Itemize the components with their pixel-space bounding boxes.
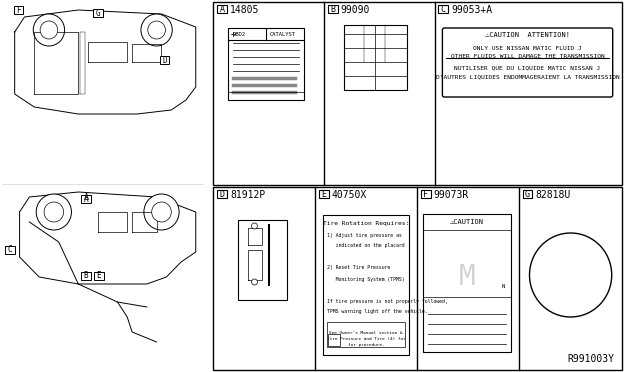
- Text: ⚠CAUTION  ATTENTION!: ⚠CAUTION ATTENTION!: [485, 32, 570, 38]
- Circle shape: [152, 202, 172, 222]
- Text: R991003Y: R991003Y: [568, 354, 614, 364]
- Circle shape: [144, 194, 179, 230]
- Text: N: N: [502, 285, 505, 289]
- Text: A: A: [84, 192, 88, 202]
- Text: F: F: [423, 189, 428, 199]
- Text: Monitoring System (TPMS): Monitoring System (TPMS): [327, 276, 404, 282]
- Circle shape: [529, 233, 612, 317]
- Circle shape: [40, 21, 58, 39]
- Text: If tire pressure is not properly followed,: If tire pressure is not properly followe…: [327, 298, 447, 304]
- Text: 40750X: 40750X: [332, 190, 367, 200]
- Circle shape: [148, 21, 165, 39]
- Bar: [218, 190, 227, 198]
- Text: CATALYST: CATALYST: [269, 32, 295, 36]
- Text: ⚠CAUTION: ⚠CAUTION: [450, 219, 484, 225]
- Circle shape: [36, 194, 72, 230]
- Circle shape: [33, 14, 65, 46]
- Bar: [323, 215, 409, 355]
- Circle shape: [141, 14, 172, 46]
- Text: E: E: [97, 272, 101, 280]
- Bar: [238, 220, 287, 300]
- Bar: [159, 56, 170, 64]
- Text: ONLY USE NISSAN MATIC FLUID J: ONLY USE NISSAN MATIC FLUID J: [473, 45, 582, 51]
- Text: D'AUTRES LIQUIDES ENDOMMAGERAIENT LA TRANSMISSION: D'AUTRES LIQUIDES ENDOMMAGERAIENT LA TRA…: [436, 74, 620, 80]
- Text: D: D: [220, 189, 225, 199]
- Circle shape: [252, 223, 257, 229]
- Bar: [94, 272, 104, 280]
- Text: 99090: 99090: [340, 5, 370, 15]
- Text: 1) Adjust tire pressure as: 1) Adjust tire pressure as: [327, 232, 402, 237]
- Bar: [438, 5, 448, 13]
- Text: D: D: [162, 55, 167, 64]
- Circle shape: [44, 202, 63, 222]
- Bar: [344, 25, 407, 90]
- Text: B: B: [84, 272, 88, 280]
- Text: for procedure.: for procedure.: [348, 343, 385, 347]
- Text: 82818U: 82818U: [536, 190, 571, 200]
- Bar: [328, 5, 338, 13]
- Bar: [13, 6, 24, 14]
- Text: G: G: [525, 189, 530, 199]
- Text: 99073R: 99073R: [433, 190, 469, 200]
- Bar: [213, 187, 623, 370]
- Text: 81912P: 81912P: [230, 190, 265, 200]
- Text: 99053+A: 99053+A: [451, 5, 492, 15]
- Bar: [328, 334, 340, 346]
- Text: Tire Rotation Requires:: Tire Rotation Requires:: [323, 221, 409, 225]
- Text: 2) Reset Tire Pressure: 2) Reset Tire Pressure: [327, 266, 390, 270]
- Text: M: M: [458, 263, 476, 291]
- Text: A: A: [84, 195, 88, 203]
- Text: Tire Pressure and Tire (4) for: Tire Pressure and Tire (4) for: [326, 337, 405, 341]
- Text: NUTILISER QUE DU LIQUIDE MATIC NISSAN J: NUTILISER QUE DU LIQUIDE MATIC NISSAN J: [454, 65, 601, 71]
- Text: C: C: [8, 246, 12, 254]
- Text: A: A: [220, 4, 225, 13]
- Bar: [523, 190, 532, 198]
- Bar: [93, 9, 103, 17]
- Text: OTHER FLUIDS WILL DAMAGE THE TRANSMISSION: OTHER FLUIDS WILL DAMAGE THE TRANSMISSIO…: [451, 54, 604, 58]
- Bar: [81, 272, 91, 280]
- Text: G: G: [95, 9, 100, 17]
- Text: C: C: [441, 4, 446, 13]
- Text: TPMS warning light off the vehicle.: TPMS warning light off the vehicle.: [327, 310, 428, 314]
- Bar: [5, 246, 15, 254]
- Bar: [423, 214, 511, 352]
- Text: +: +: [231, 29, 236, 38]
- Text: F: F: [16, 6, 21, 15]
- Bar: [319, 190, 329, 198]
- Text: E: E: [321, 189, 326, 199]
- Text: OBD2: OBD2: [233, 32, 246, 36]
- Text: See Owner's Manual section &: See Owner's Manual section &: [330, 331, 403, 335]
- Bar: [213, 2, 623, 185]
- Bar: [81, 195, 91, 203]
- FancyBboxPatch shape: [442, 28, 612, 97]
- Bar: [218, 5, 227, 13]
- Bar: [327, 322, 405, 347]
- Bar: [421, 190, 431, 198]
- Circle shape: [252, 279, 257, 285]
- Bar: [228, 28, 305, 100]
- Bar: [2, 188, 205, 370]
- Text: 14805: 14805: [230, 5, 259, 15]
- Text: indicated on the placard: indicated on the placard: [327, 244, 404, 248]
- Text: B: B: [330, 4, 335, 13]
